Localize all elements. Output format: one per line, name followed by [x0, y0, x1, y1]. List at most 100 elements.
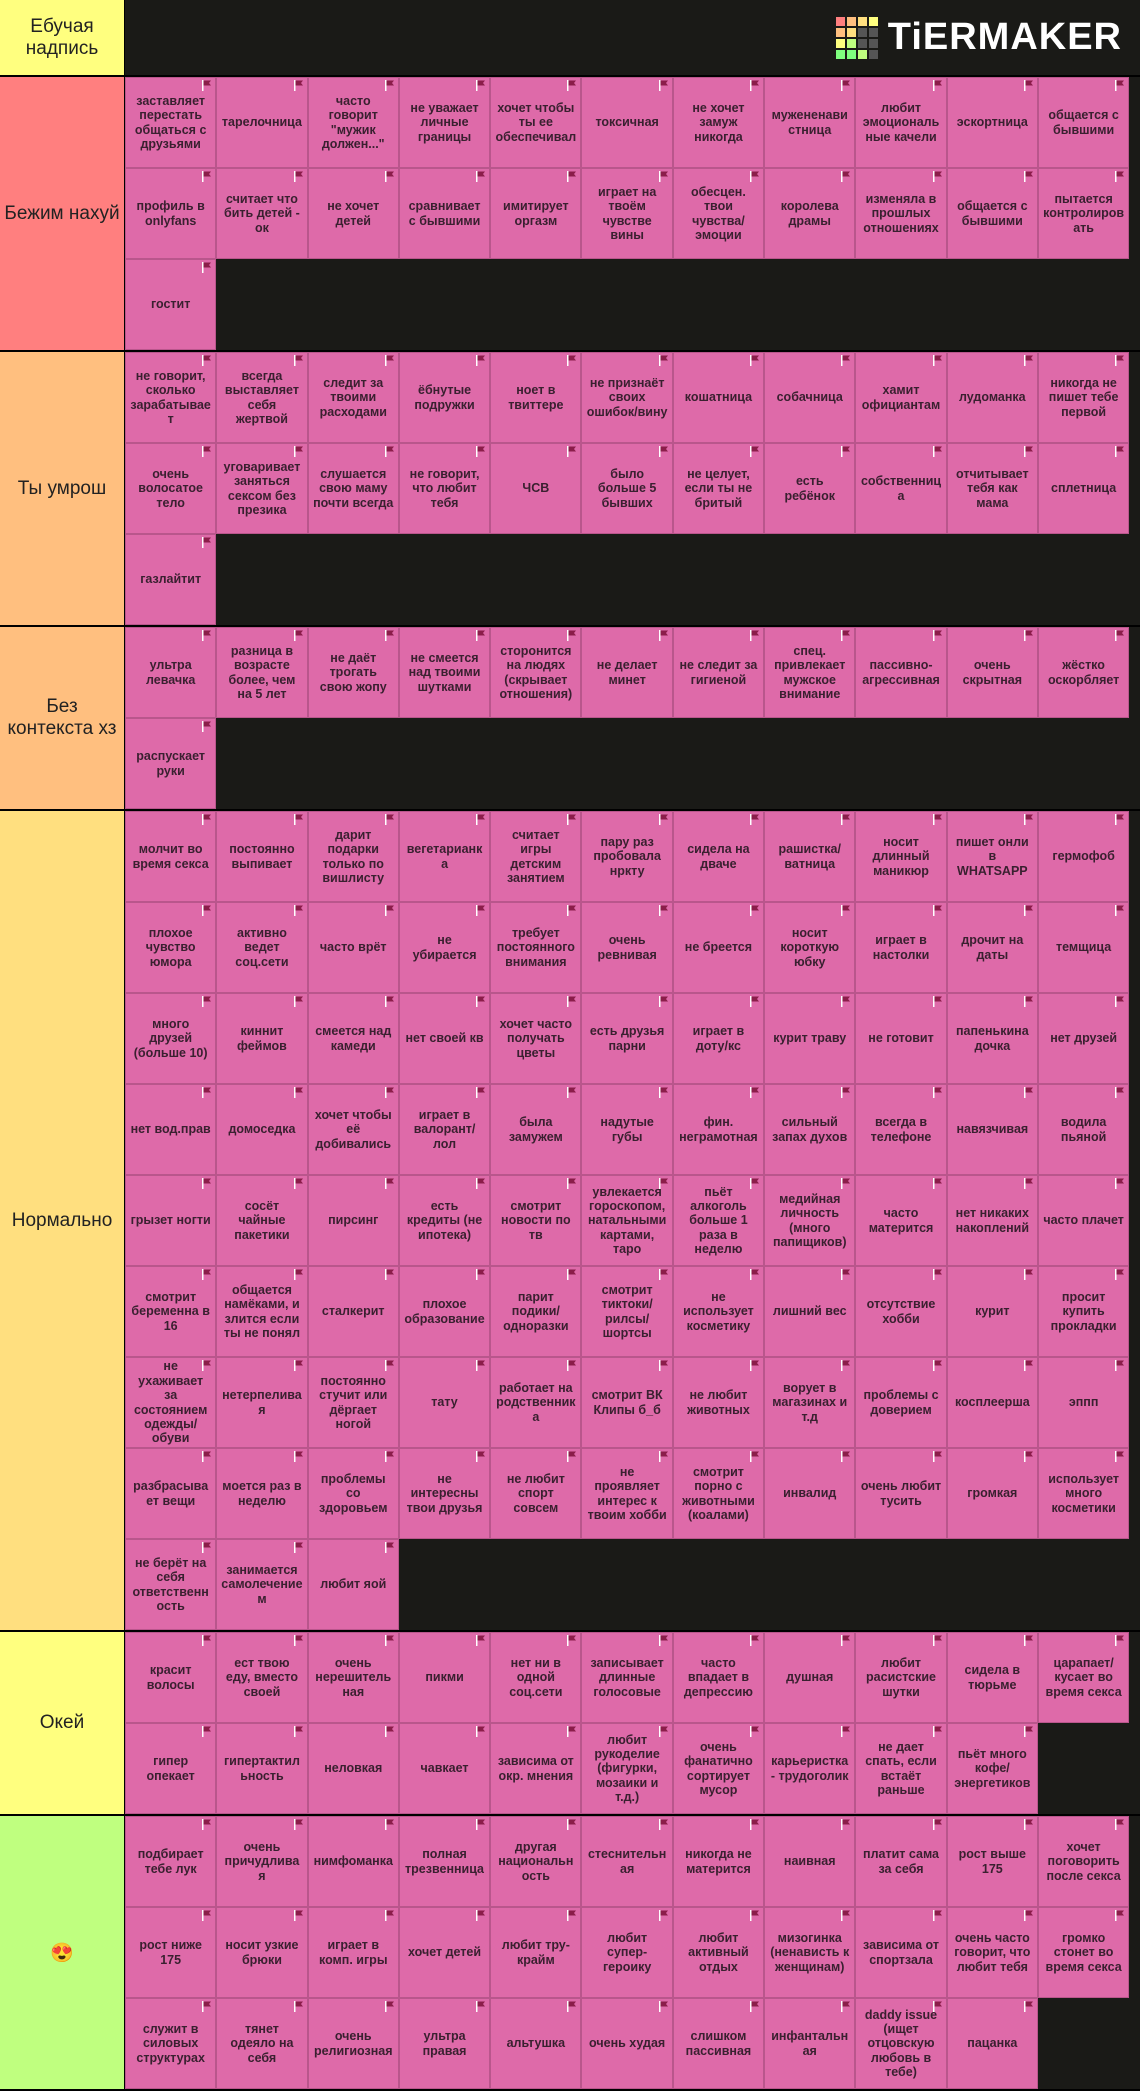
flag-icon[interactable]: [384, 1451, 395, 1462]
flag-icon[interactable]: [750, 355, 760, 366]
flag-icon[interactable]: [1023, 1910, 1034, 1921]
flag-icon[interactable]: [658, 1910, 669, 1921]
tier-item[interactable]: служит в силовых структурах: [125, 1998, 217, 2089]
tier-item[interactable]: не любит спорт совсем: [490, 1448, 582, 1539]
tier-item[interactable]: сидела в тюрьме: [946, 1632, 1038, 1723]
tier-item[interactable]: играет в валорант/лол: [398, 1084, 491, 1175]
tier-item[interactable]: часто говорит "мужик должен...": [307, 77, 399, 168]
tier-item[interactable]: папенькина дочка: [946, 993, 1038, 1084]
flag-icon[interactable]: [476, 2001, 486, 2012]
flag-icon[interactable]: [567, 446, 577, 457]
tier-item[interactable]: всегда выставляет себя жертвой: [216, 352, 308, 443]
tier-item[interactable]: домоседка: [216, 1084, 308, 1175]
tier-item[interactable]: daddy issue (ищет отцовскую любовь в теб…: [855, 1998, 947, 2089]
tier-item[interactable]: собственница: [855, 443, 947, 534]
flag-icon[interactable]: [750, 630, 760, 641]
flag-icon[interactable]: [476, 1451, 486, 1462]
tier-item[interactable]: сидела на дваче: [672, 811, 765, 902]
flag-icon[interactable]: [658, 1178, 669, 1189]
tier-item[interactable]: громко стонет во время секса: [1037, 1907, 1130, 1998]
flag-icon[interactable]: [1115, 814, 1125, 825]
tier-item[interactable]: ультра правая: [398, 1998, 491, 2089]
tier-item[interactable]: очень часто говорит, что любит тебя: [946, 1907, 1038, 1998]
flag-icon[interactable]: [932, 1910, 943, 1921]
flag-icon[interactable]: [750, 1087, 760, 1098]
tier-item[interactable]: хочет часто получать цветы: [490, 993, 582, 1084]
tier-item[interactable]: красит волосы: [125, 1632, 217, 1723]
tier-item[interactable]: курит траву: [764, 993, 856, 1084]
tier-item[interactable]: не готовит: [855, 993, 947, 1084]
flag-icon[interactable]: [202, 171, 212, 182]
flag-icon[interactable]: [1115, 630, 1125, 641]
flag-icon[interactable]: [384, 814, 395, 825]
flag-icon[interactable]: [567, 996, 577, 1007]
flag-icon[interactable]: [1023, 1726, 1034, 1737]
tier-item[interactable]: пытается контролировать: [1037, 168, 1130, 259]
tier-item[interactable]: много друзей (больше 10): [125, 993, 217, 1084]
flag-icon[interactable]: [567, 80, 577, 91]
tier-item[interactable]: неловкая: [307, 1723, 399, 1814]
tier-item[interactable]: любит супер-героику: [581, 1907, 673, 1998]
tier-item[interactable]: не даёт трогать свою жопу: [307, 627, 399, 718]
tier-item[interactable]: играет на твоём чувстве вины: [581, 168, 673, 259]
flag-icon[interactable]: [932, 814, 943, 825]
tier-item[interactable]: лишний вес: [764, 1266, 856, 1357]
tier-item[interactable]: инфантальная: [764, 1998, 856, 2089]
flag-icon[interactable]: [932, 2001, 943, 2012]
tier-item[interactable]: никогда не пишет тебе первой: [1037, 352, 1130, 443]
flag-icon[interactable]: [1023, 355, 1034, 366]
tier-item[interactable]: эппп: [1037, 1357, 1130, 1448]
flag-icon[interactable]: [476, 171, 486, 182]
tier-item[interactable]: уговаривает заняться сексом без презика: [216, 443, 308, 534]
flag-icon[interactable]: [202, 1178, 212, 1189]
tier-item[interactable]: отчитывает тебя как мама: [946, 443, 1038, 534]
tier-item[interactable]: пишет онли в WHATSAPP: [946, 811, 1038, 902]
flag-icon[interactable]: [476, 1269, 486, 1280]
tier-item[interactable]: увлекается гороскопом, натальными картам…: [581, 1175, 673, 1266]
flag-icon[interactable]: [293, 80, 304, 91]
tier-item[interactable]: сравнивает с бывшими: [398, 168, 491, 259]
tier-item[interactable]: надутые губы: [581, 1084, 673, 1175]
tier-item[interactable]: подбирает тебе лук: [125, 1816, 217, 1907]
tier-item[interactable]: очень волосатое тело: [125, 443, 217, 534]
flag-icon[interactable]: [384, 630, 395, 641]
tier-item[interactable]: любит рукоделие (фигурки, мозаики и т.д.…: [581, 1723, 673, 1814]
flag-icon[interactable]: [202, 1451, 212, 1462]
tier-item[interactable]: молчит во время секса: [125, 811, 217, 902]
flag-icon[interactable]: [567, 905, 577, 916]
flag-icon[interactable]: [202, 1635, 212, 1646]
tier-item[interactable]: смотрит ВК Клипы б_б: [581, 1357, 673, 1448]
flag-icon[interactable]: [658, 1360, 669, 1371]
tier-item[interactable]: очень скрытная: [946, 627, 1038, 718]
tier-item[interactable]: плохое чувство юмора: [125, 902, 217, 993]
tier-item[interactable]: платит сама за себя: [855, 1816, 947, 1907]
tier-item[interactable]: носит длинный маникюр: [855, 811, 947, 902]
tier-item[interactable]: царапает/кусает во время секса: [1037, 1632, 1130, 1723]
flag-icon[interactable]: [750, 996, 760, 1007]
tier-item[interactable]: изменяла в прошлых отношениях: [855, 168, 947, 259]
flag-icon[interactable]: [202, 1269, 212, 1280]
tier-item[interactable]: записывает длинные голосовые: [581, 1632, 673, 1723]
tier-item[interactable]: душная: [764, 1632, 856, 1723]
flag-icon[interactable]: [567, 1635, 577, 1646]
tier-item[interactable]: не ухаживает за состоянием одежды/обуви: [125, 1357, 217, 1448]
flag-icon[interactable]: [1023, 814, 1034, 825]
tier-item[interactable]: водила пьяной: [1037, 1084, 1130, 1175]
flag-icon[interactable]: [384, 1819, 395, 1830]
tier-item[interactable]: не любит животных: [672, 1357, 765, 1448]
flag-icon[interactable]: [1023, 1451, 1034, 1462]
tier-item[interactable]: нет своей кв: [398, 993, 491, 1084]
tier-item[interactable]: гипер опекает: [125, 1723, 217, 1814]
flag-icon[interactable]: [750, 80, 760, 91]
tier-item[interactable]: не дает спать, если встаёт раньше: [855, 1723, 947, 1814]
flag-icon[interactable]: [750, 1178, 760, 1189]
tier-item[interactable]: имитирует оргазм: [490, 168, 582, 259]
tier-item[interactable]: общается с бывшими: [1037, 77, 1130, 168]
flag-icon[interactable]: [932, 996, 943, 1007]
tier-item[interactable]: темщица: [1037, 902, 1130, 993]
flag-icon[interactable]: [932, 171, 943, 182]
tier-item[interactable]: ёбнутые подружки: [398, 352, 491, 443]
flag-icon[interactable]: [1115, 996, 1125, 1007]
tier-item[interactable]: не хочет детей: [307, 168, 399, 259]
flag-icon[interactable]: [658, 996, 669, 1007]
